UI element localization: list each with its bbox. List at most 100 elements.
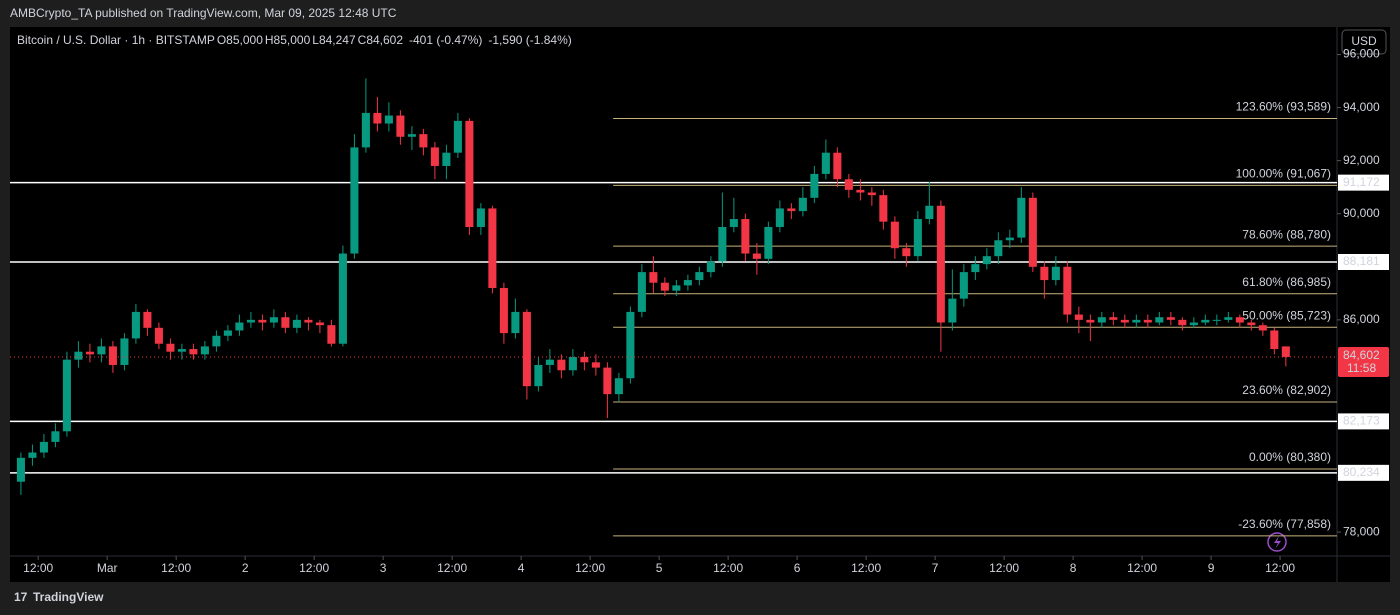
candle-body [522,311,531,387]
candle-body [1017,197,1026,238]
price-badge-label: 82,173 [1343,414,1380,428]
candle-body [315,322,324,326]
candle-body [235,322,244,331]
y-tick-label: 94,000 [1343,100,1380,114]
x-tick-label: 12:00 [437,561,467,575]
candle-body [925,205,934,220]
y-tick-label: 92,000 [1343,153,1380,167]
x-tick-label: 9 [1208,561,1215,575]
candle-body [97,346,106,355]
x-tick-label: 3 [380,561,387,575]
fib-label: 23.60% (82,902) [1242,383,1331,397]
candle-body [304,319,313,323]
candle-body [603,367,612,395]
candle-body [1178,319,1187,326]
candle-body [1258,325,1267,331]
x-tick-label: 12:00 [23,561,53,575]
price-badge [1338,253,1389,270]
candle-body [660,282,669,291]
candle-body [741,219,750,254]
candle-body [545,359,554,365]
candle-body [994,240,1003,257]
candle-body [258,319,267,323]
ohlc-key: C [358,33,367,47]
candle-body [166,343,175,352]
x-tick-label: 4 [518,561,525,575]
candle-body [396,115,405,137]
candle-body [821,152,830,174]
ohlc-value: 85,000 [274,33,311,47]
ohlc-key: H [265,33,274,47]
candle-body [1051,266,1060,281]
candle-body [902,248,911,257]
x-tick-label: 12:00 [299,561,329,575]
fib-label: 123.60% (93,589) [1236,100,1331,114]
candle-body [752,253,761,259]
x-tick-label: 12:00 [1127,561,1157,575]
candle-body [948,298,957,323]
candle-body [442,152,451,166]
candle-body [764,226,773,259]
fib-label: -23.60% (77,858) [1238,517,1331,531]
candle-body [534,364,543,387]
x-tick-label: 12:00 [713,561,743,575]
y-tick-label: 86,000 [1343,312,1380,326]
candle-body [867,192,876,196]
x-tick-label: Mar [97,561,118,575]
candle-body [108,346,117,365]
candle-body [350,147,359,254]
candle-body [810,173,819,198]
candle-body [1235,317,1244,323]
ohlc-key: O [217,33,226,47]
price-badge [1338,464,1389,481]
candle-body [51,431,60,442]
lightning-bolt [1274,536,1281,549]
currency[interactable]: USD [1351,34,1377,48]
candle-body [568,357,577,371]
candle-body [971,264,980,273]
candle-body [775,208,784,227]
y-tick-label: 96,000 [1343,47,1380,61]
candle-body [1086,319,1095,323]
x-tick-label: 2 [242,561,249,575]
candle-body [407,134,416,137]
candle-body [729,219,738,227]
lightning-icon[interactable] [1267,532,1287,552]
candle-body [131,311,140,339]
candle-body [16,457,25,482]
currency-button[interactable] [1341,29,1387,55]
candle-body [580,357,589,363]
candle-body [338,253,347,344]
last-price-badge [1338,346,1389,377]
candle-body [246,319,255,323]
candle-body [327,325,336,344]
fib-label: 100.00% (91,067) [1236,167,1331,181]
candle-body [718,226,727,262]
candle-body [1040,266,1049,281]
candle-body [798,197,807,212]
y-tick-label: 90,000 [1343,206,1380,220]
candle-body [890,221,899,249]
candle-body [499,288,508,334]
price-badge [1338,174,1389,191]
candle-body [982,256,991,265]
candle-body [476,208,485,227]
candle-body [1028,197,1037,267]
candle-body [373,112,382,124]
candle-body [1063,266,1072,315]
price-badge-label: 80,234 [1343,465,1380,479]
candle-body [1143,319,1152,323]
candle-body [1189,322,1198,326]
last-price-label: 84,602 [1343,348,1380,362]
candle-body [154,327,163,344]
candle-body [1097,317,1106,323]
candle-body [706,261,715,273]
candle-body [1201,319,1210,323]
candle-body [1270,330,1279,350]
candle-body [28,452,37,458]
x-tick-label: 12:00 [851,561,881,575]
candle-body [787,208,796,212]
candle-body [177,349,186,352]
ohlc-value: 85,000 [226,33,263,47]
candle-body [879,195,888,222]
